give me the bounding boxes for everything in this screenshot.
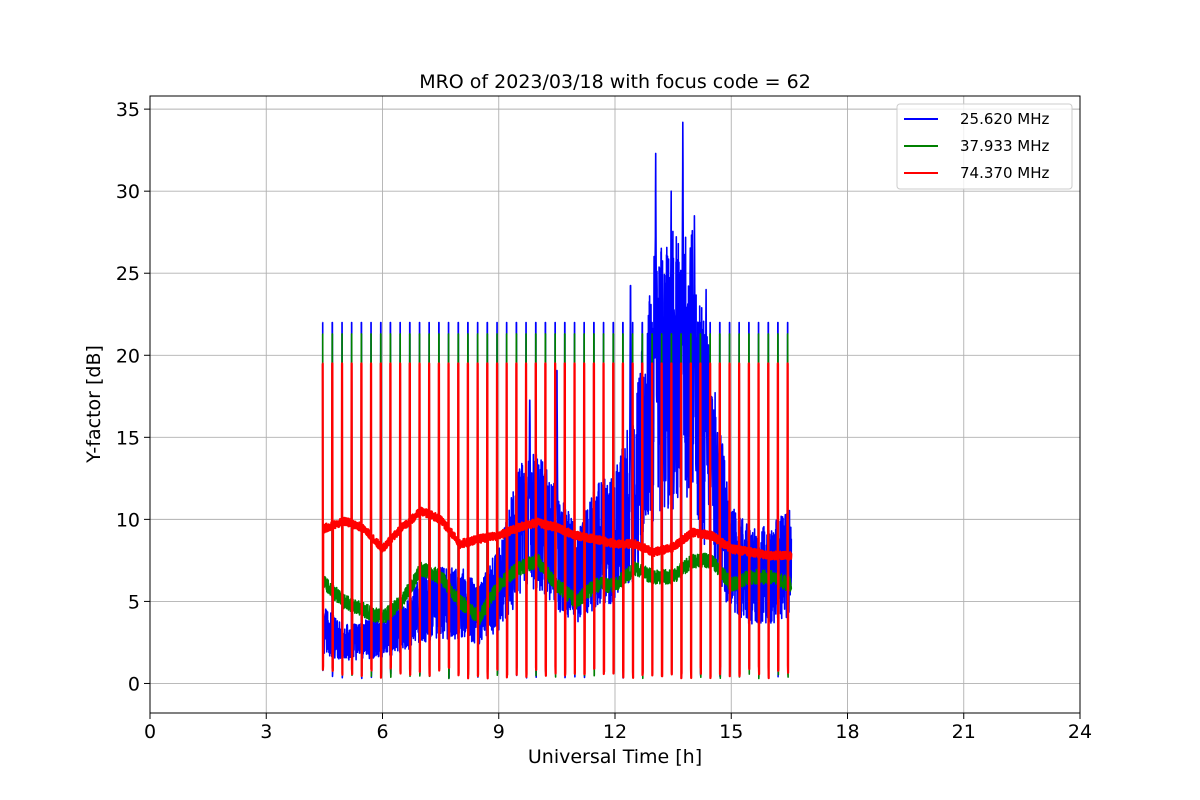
y-tick-label: 35 — [116, 99, 140, 121]
series-line-2 — [321, 362, 793, 680]
x-tick-label: 24 — [1068, 721, 1092, 743]
legend-label-1: 37.933 MHz — [960, 137, 1049, 155]
x-axis-label: Universal Time [h] — [528, 746, 702, 768]
chart-title: MRO of 2023/03/18 with focus code = 62 — [419, 71, 811, 93]
y-axis-label: Y-factor [dB] — [83, 345, 105, 464]
legend-label-0: 25.620 MHz — [960, 110, 1049, 128]
series-layer — [321, 121, 793, 680]
y-tick-label: 25 — [116, 263, 140, 285]
x-tick-label: 21 — [952, 721, 976, 743]
y-tick-label: 15 — [116, 427, 140, 449]
x-tick-label: 6 — [376, 721, 388, 743]
x-tick-label: 0 — [144, 721, 156, 743]
legend-frame — [896, 103, 1073, 190]
legend-label-2: 74.370 MHz — [960, 164, 1049, 182]
y-tick-label: 10 — [116, 509, 140, 531]
y-tick-label: 20 — [116, 345, 140, 367]
legend: 25.620 MHz 37.933 MHz 74.370 MHz — [896, 103, 1073, 190]
y-tick-label: 30 — [116, 181, 140, 203]
x-tick-label: 18 — [835, 721, 859, 743]
x-tick-label: 9 — [493, 721, 505, 743]
x-tick-label: 12 — [603, 721, 627, 743]
x-tick-label: 15 — [719, 721, 743, 743]
x-tick-label: 3 — [260, 721, 272, 743]
y-tick-label: 5 — [128, 591, 140, 613]
y-tick-label: 0 — [128, 673, 140, 695]
ticks: 0 3 6 9 12 15 18 21 24 0 5 10 15 20 25 30 35 — [116, 99, 1092, 743]
